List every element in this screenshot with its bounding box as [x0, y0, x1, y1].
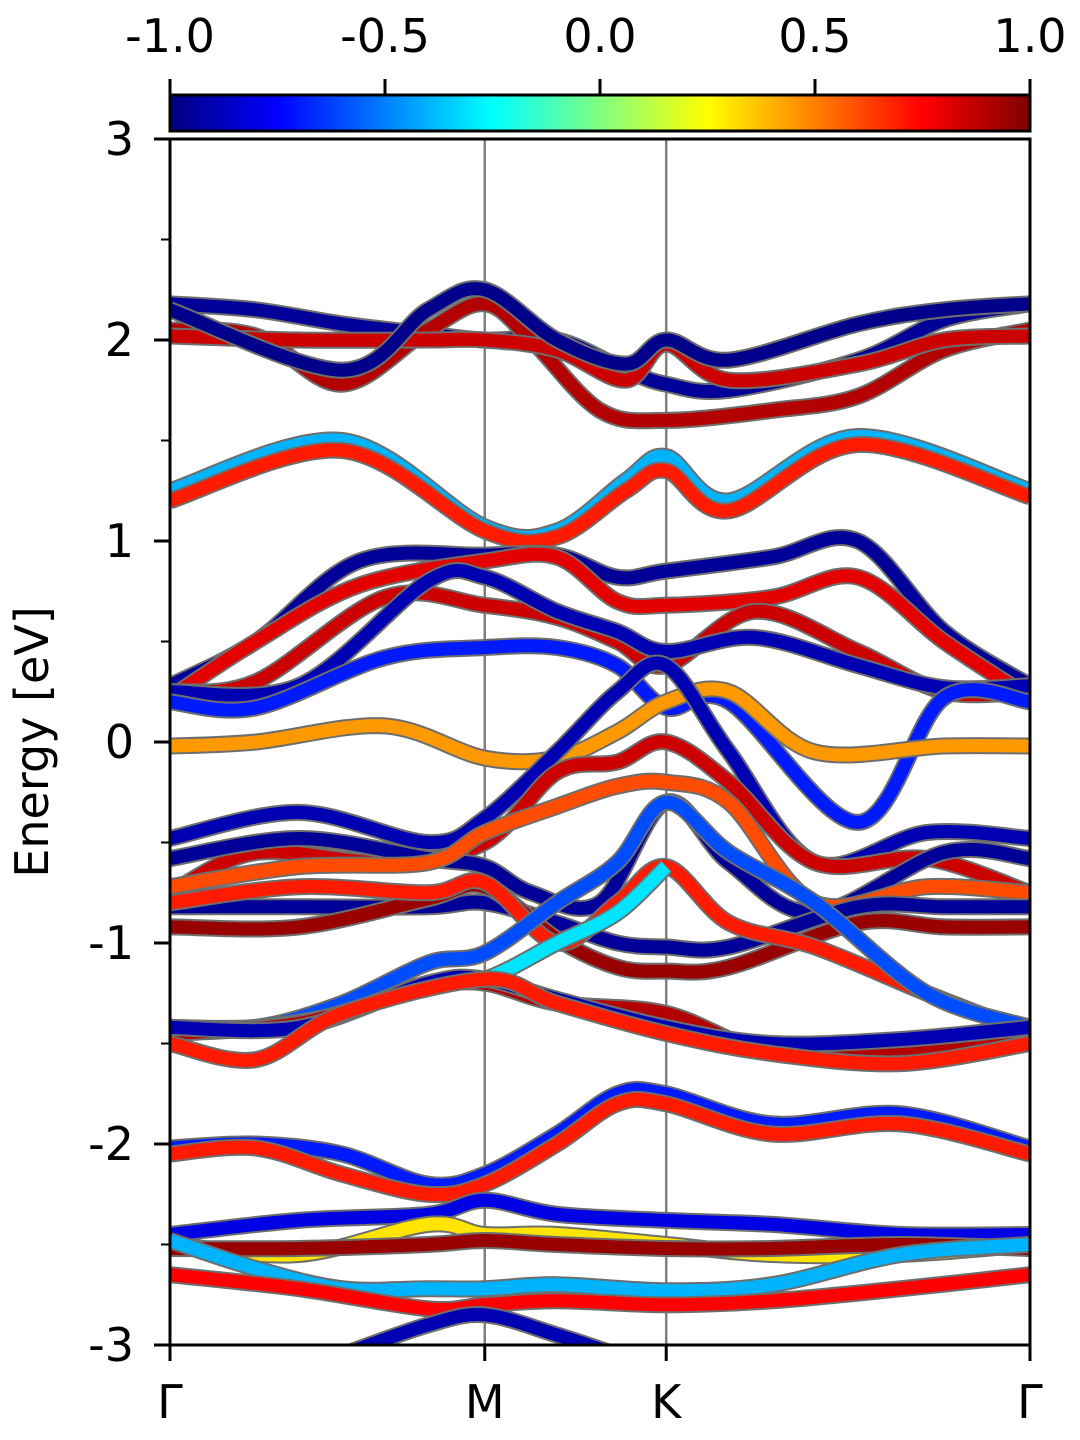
colorbar-tick-label: -0.5 [340, 9, 430, 63]
band-line [170, 1193, 1030, 1242]
y-tick-label: -1 [88, 916, 134, 970]
band-line [170, 895, 1030, 957]
band-line [170, 586, 1030, 702]
band-line [170, 795, 1030, 1036]
band-line [170, 437, 1030, 549]
band-line [350, 1308, 608, 1345]
band-line [170, 1268, 1030, 1316]
colorbar-tick-label: -1.0 [125, 9, 215, 63]
k-point-label: K [651, 1375, 683, 1429]
colorbar-ticks: -1.0 -0.5 0.0 0.5 1.0 [125, 9, 1067, 95]
y-tick-label: 0 [105, 715, 134, 769]
colorbar-tick-label: 1.0 [993, 9, 1066, 63]
band-line [170, 282, 1030, 377]
k-point-label: Γ [157, 1375, 183, 1429]
band-line [170, 297, 1030, 428]
y-tick-label: 1 [105, 514, 134, 568]
colorbar-tick-label: 0.5 [778, 9, 851, 63]
bands [170, 280, 1030, 1345]
band-line [170, 972, 1030, 1071]
band-line [170, 1233, 1030, 1256]
y-tick-label: -3 [88, 1318, 134, 1372]
band-line [170, 1092, 1030, 1202]
band-line [170, 563, 1030, 702]
k-point-label: Γ [1017, 1375, 1043, 1429]
band-line [170, 329, 1030, 388]
y-axis-title: Energy [eV] [5, 606, 59, 877]
y-tick-label: 3 [105, 112, 134, 166]
y-axis-ticks: 3 2 1 0 -1 -2 -3 [88, 112, 170, 1372]
k-point-label: M [465, 1375, 505, 1429]
y-tick-label: 2 [105, 313, 134, 367]
colorbar: -1.0 -0.5 0.0 0.5 1.0 [125, 9, 1067, 133]
band-line [170, 878, 1030, 979]
band-line [170, 682, 1030, 769]
colorbar-gradient [168, 93, 1032, 133]
y-tick-label: -2 [88, 1117, 134, 1171]
band-line [170, 547, 1030, 704]
band-line [170, 530, 1030, 692]
colorbar-tick-label: 0.0 [563, 9, 636, 63]
plot-area: 3 2 1 0 -1 -2 -3 Γ M K Γ Energy [eV] [5, 112, 1043, 1429]
